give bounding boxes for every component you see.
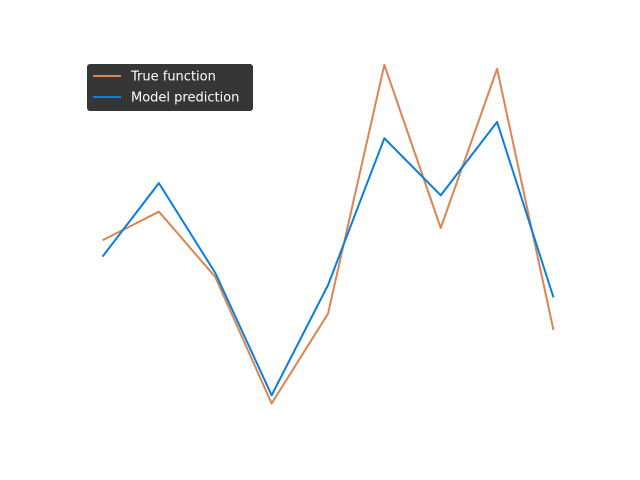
legend: True function Model prediction: [87, 64, 253, 111]
legend-label-true-function: True function: [130, 70, 216, 85]
series-line-model-prediction: [101, 120, 555, 397]
legend-box: [87, 64, 253, 111]
legend-label-model-prediction: Model prediction: [131, 91, 239, 106]
series-layer: [101, 63, 555, 405]
series-line-true-function: [102, 63, 555, 405]
